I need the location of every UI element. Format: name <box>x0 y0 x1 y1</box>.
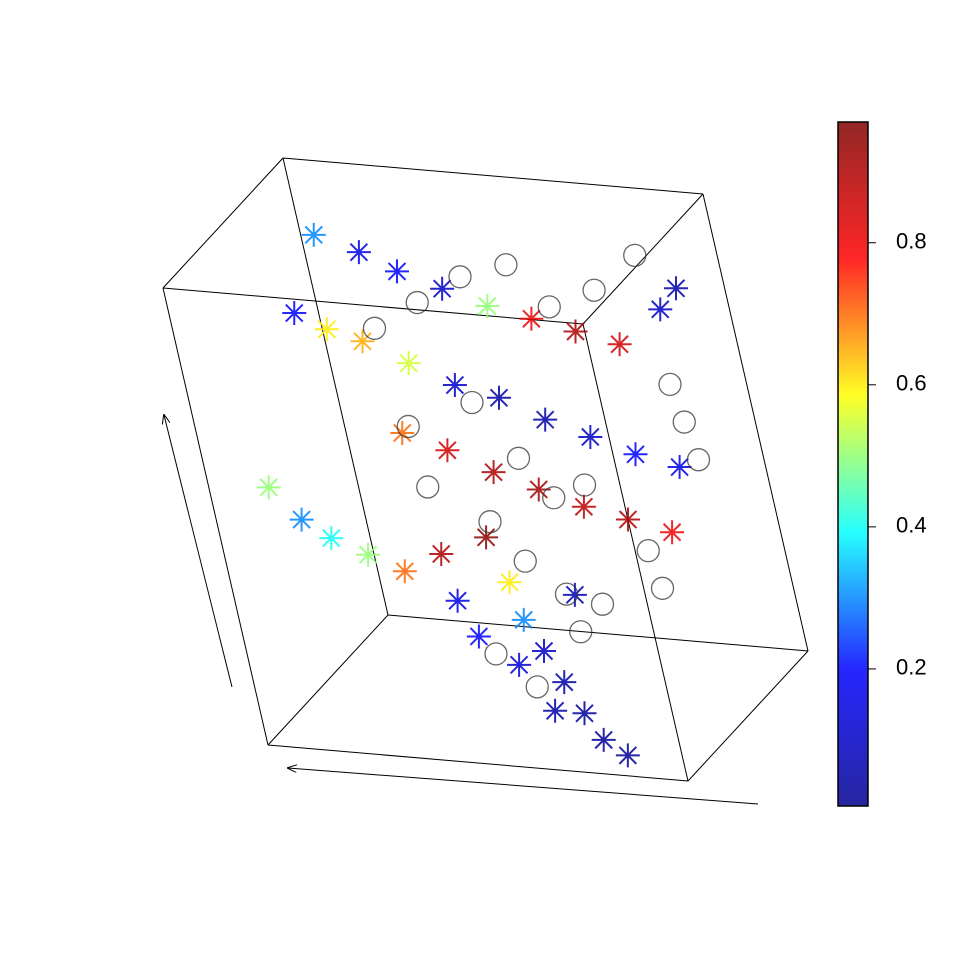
circle-point <box>494 253 518 277</box>
star-point <box>667 455 692 480</box>
colorbar-tick-label: 0.8 <box>896 229 927 254</box>
star-point <box>396 351 421 376</box>
circle-point <box>686 448 711 472</box>
star-point <box>466 624 491 649</box>
box-edge <box>282 157 704 195</box>
star-point <box>511 607 536 632</box>
circle-point <box>506 446 531 470</box>
star-point <box>346 240 371 265</box>
box-edge <box>267 744 689 782</box>
star-point <box>481 460 506 485</box>
colorbar-tick-label: 0.6 <box>896 371 927 396</box>
points <box>256 222 711 768</box>
star-point <box>507 652 532 677</box>
star-point <box>282 301 307 326</box>
star-point <box>475 294 500 319</box>
box <box>162 157 809 782</box>
star-point <box>562 582 587 607</box>
star-point <box>543 698 568 723</box>
circle-point <box>672 410 696 434</box>
circle-point <box>448 265 472 289</box>
circle-point <box>650 576 675 600</box>
star-point <box>571 494 596 519</box>
star-point <box>289 507 314 532</box>
star-point <box>578 424 603 449</box>
circle-point <box>572 473 597 497</box>
star-point <box>350 329 375 354</box>
colorbar-tick-label: 0.4 <box>896 513 927 538</box>
colorbar-tick-label: 0.2 <box>896 655 927 680</box>
box-edge <box>162 287 269 746</box>
star-point <box>572 701 597 726</box>
x-arrow <box>288 768 759 805</box>
circle-point <box>658 372 682 397</box>
star-point <box>314 317 339 342</box>
circle-point <box>554 582 579 606</box>
star-point <box>519 306 544 331</box>
circle-point <box>569 620 593 644</box>
star-point <box>445 588 470 613</box>
star-point <box>356 542 381 567</box>
box-edge <box>582 323 689 782</box>
star-point <box>563 319 588 344</box>
star-point <box>532 639 556 663</box>
circle-point <box>460 390 484 415</box>
circle-point <box>525 675 549 699</box>
circle-point <box>636 539 660 563</box>
star-point <box>474 525 499 550</box>
circle-point <box>537 295 561 319</box>
star-point <box>664 276 688 301</box>
circle-point <box>484 642 508 666</box>
star-point <box>497 570 522 595</box>
star-point <box>526 477 551 502</box>
z-arrow <box>164 415 233 688</box>
box-edge <box>162 287 584 325</box>
circle-point <box>405 290 429 315</box>
circle-point <box>362 316 387 340</box>
star-point <box>623 442 648 467</box>
circle-point <box>416 475 440 499</box>
box-edge <box>282 157 389 616</box>
star-point <box>301 222 326 247</box>
box-edge <box>582 193 704 325</box>
star-point <box>616 507 640 532</box>
star-point <box>552 670 577 695</box>
star-point <box>533 407 558 432</box>
colorbar: 0.2 0.4 0.6 0.8 <box>837 121 927 807</box>
star-point <box>319 526 344 551</box>
circle-point <box>590 592 615 616</box>
box-edge <box>267 614 389 746</box>
star-point <box>429 541 454 566</box>
star-point <box>591 727 616 752</box>
circle-point <box>582 278 606 302</box>
box-edge <box>687 650 809 782</box>
star-point <box>648 297 673 322</box>
star-point <box>385 259 409 284</box>
star-point <box>256 475 281 500</box>
box-edge <box>162 157 284 289</box>
star-point <box>607 332 632 357</box>
star-point <box>442 373 467 398</box>
circle-point <box>478 510 502 534</box>
circle-point <box>396 414 420 439</box>
axis-arrows <box>164 415 759 805</box>
star-point <box>660 520 685 545</box>
circle-point <box>623 243 647 268</box>
circle-point <box>513 549 537 573</box>
star-point <box>435 438 460 463</box>
box-edge <box>387 614 809 652</box>
star-point <box>430 276 455 301</box>
colorbar-scale <box>837 121 869 807</box>
star-point <box>615 743 640 768</box>
star-point <box>487 385 511 410</box>
box-edge <box>702 193 809 652</box>
star-point <box>390 420 415 445</box>
star-point <box>392 559 417 584</box>
circle-point <box>542 486 566 510</box>
